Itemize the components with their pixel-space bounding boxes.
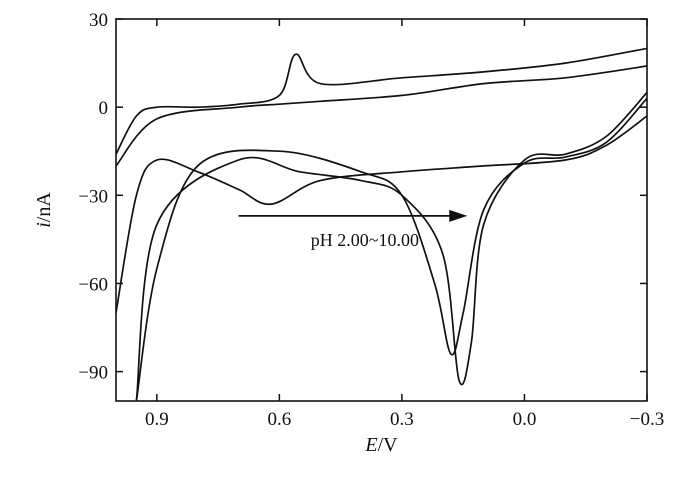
axis-ticks: 0.9 0.6 0.3 0.0 −0.3 30 0 −30 −60 −90: [78, 10, 664, 430]
cv-curve-5: [135, 97, 647, 401]
x-axis-unit: /V: [378, 434, 399, 456]
y-tick-label: −30: [78, 186, 108, 207]
x-axis-label: E/V: [364, 434, 398, 456]
y-axis-unit: /nA: [33, 192, 55, 223]
cv-curve-3: [116, 115, 647, 313]
x-axis-var: E: [364, 434, 377, 456]
annotation-arrow: [238, 209, 468, 222]
annotation-label: pH 2.00~10.00: [311, 230, 419, 250]
x-tick-label: 0.0: [513, 409, 537, 430]
cv-curve-4: [135, 91, 647, 401]
y-axis-label: i/nA: [33, 192, 55, 228]
series-curves: [116, 47, 647, 401]
x-tick-label: 0.9: [145, 409, 169, 430]
arrow-head: [449, 209, 468, 222]
y-tick-label: 0: [99, 98, 109, 119]
y-tick-label: 30: [89, 10, 108, 31]
y-axis-var: i: [33, 222, 55, 228]
x-tick-label: −0.3: [630, 409, 664, 430]
plot-frame: [115, 18, 648, 402]
y-tick-label: −90: [78, 363, 108, 384]
cv-curve-1: [116, 47, 647, 155]
y-tick-label: −60: [78, 274, 108, 295]
x-tick-label: 0.6: [268, 409, 292, 430]
x-tick-label: 0.3: [390, 409, 414, 430]
cv-curve-2: [116, 65, 647, 167]
